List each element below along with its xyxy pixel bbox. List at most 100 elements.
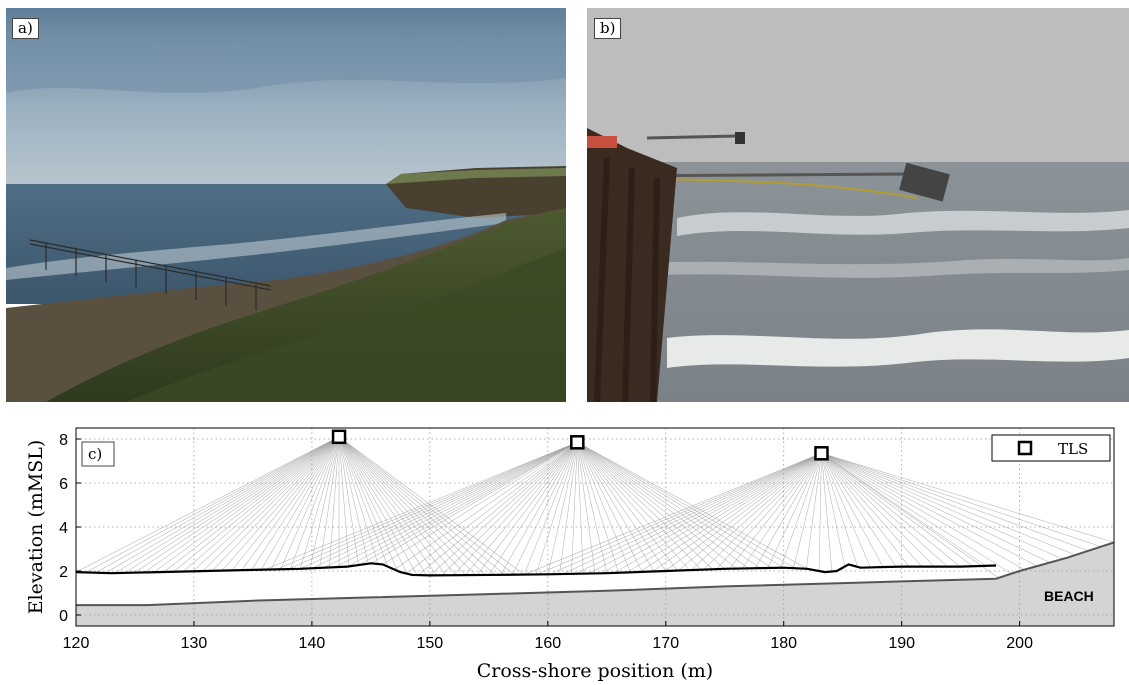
scan-ray (577, 442, 737, 569)
scan-ray (370, 442, 578, 564)
scan-ray (406, 442, 578, 574)
scan-ray (338, 436, 525, 575)
scan-ray (626, 453, 822, 573)
legend-entry-tls: TLS (1058, 440, 1088, 458)
scan-ray (821, 453, 858, 567)
scan-ray (221, 436, 340, 571)
x-tick-label: 120 (63, 635, 90, 652)
scan-ray (202, 436, 340, 572)
scan-ray (500, 442, 578, 575)
scan-ray (488, 442, 578, 576)
scan-ray (338, 436, 447, 576)
scan-ray (821, 453, 897, 567)
y-tick-label: 2 (59, 564, 68, 581)
panel-label-a: a) (12, 18, 39, 39)
scan-ray (453, 442, 578, 576)
scan-ray (821, 453, 1115, 543)
scan-ray (338, 436, 408, 574)
scan-ray (767, 453, 822, 569)
scan-ray (821, 453, 935, 567)
scan-ray (335, 442, 578, 568)
scan-ray (338, 436, 418, 576)
scan-ray (512, 442, 578, 575)
scan-ray (690, 453, 822, 571)
scan-ray (577, 442, 808, 570)
scan-ray (523, 442, 578, 575)
scan-ray (577, 442, 643, 573)
scan-ray (821, 453, 884, 568)
water-surface-line (75, 562, 997, 577)
scan-ray (338, 436, 457, 576)
scan-ray (288, 442, 578, 570)
scan-ray (821, 453, 1076, 556)
scan-ray (588, 453, 822, 574)
y-tick-label: 8 (59, 432, 68, 449)
scan-ray (338, 436, 350, 567)
y-tick-label: 6 (59, 476, 68, 493)
scan-ray (260, 436, 340, 570)
y-axis-label: Elevation (mMSL) (25, 440, 47, 615)
scan-ray (571, 442, 578, 574)
scan-ray (338, 436, 437, 576)
scan-ray (347, 442, 578, 567)
scan-ray (153, 436, 340, 573)
scan-ray (382, 442, 578, 565)
scan-ray (429, 442, 578, 576)
scan-ray (577, 442, 631, 573)
scan-ray (290, 436, 340, 570)
photo-coastal-pier (6, 8, 566, 402)
scan-ray (652, 453, 822, 572)
tls-marker (331, 429, 347, 445)
scan-ray (821, 453, 1025, 570)
scan-ray (535, 442, 578, 575)
scan-ray (601, 453, 822, 574)
scan-ray (329, 436, 340, 568)
scan-ray (577, 442, 596, 574)
beach-fill-area (76, 542, 1114, 626)
scan-ray (85, 436, 340, 573)
scan-ray (821, 453, 1089, 552)
scan-ray (754, 453, 822, 569)
scan-ray (183, 436, 340, 572)
scan-ray (476, 442, 578, 576)
legend-marker-square (1017, 440, 1033, 456)
tls-marker (570, 435, 585, 450)
x-tick-label: 160 (534, 635, 561, 652)
scan-ray (793, 453, 822, 569)
scan-ray (821, 453, 833, 572)
scan-ray (95, 436, 340, 573)
scan-ray (821, 453, 1038, 567)
scan-ray (729, 453, 822, 569)
scan-ray (577, 442, 690, 571)
scan-ray (716, 453, 822, 570)
scan-ray (741, 453, 822, 569)
scan-ray (665, 453, 822, 572)
scan-ray (577, 442, 584, 574)
y-tick-label: 0 (59, 608, 68, 625)
scan-ray (577, 442, 655, 572)
beach-annotation: BEACH (1044, 588, 1094, 604)
scan-ray (338, 436, 496, 576)
x-tick-label: 200 (1006, 635, 1033, 652)
x-axis-ticks: 120 130 140 150 160 170 180 190 200 (63, 621, 1033, 652)
scan-ray (821, 453, 974, 567)
scan-ray (577, 442, 761, 569)
x-axis-label: Cross-shore position (m) (477, 660, 713, 682)
x-tick-label: 180 (770, 635, 797, 652)
scan-ray (818, 453, 822, 572)
scan-ray (338, 436, 428, 576)
tls-marker (814, 446, 829, 461)
scan-ray (547, 442, 578, 575)
scan-ray (251, 436, 340, 571)
scan-ray (549, 453, 822, 575)
x-tick-label: 130 (181, 635, 208, 652)
photo-pier-scanner (587, 8, 1129, 402)
scan-ray (559, 442, 578, 575)
scan-ray (821, 453, 846, 567)
panel-label-c: c) (81, 441, 115, 467)
legend-box (991, 434, 1111, 462)
scan-ray (577, 442, 702, 570)
scan-ray (105, 436, 340, 574)
scan-ray (613, 453, 822, 574)
scan-ray (780, 453, 822, 568)
